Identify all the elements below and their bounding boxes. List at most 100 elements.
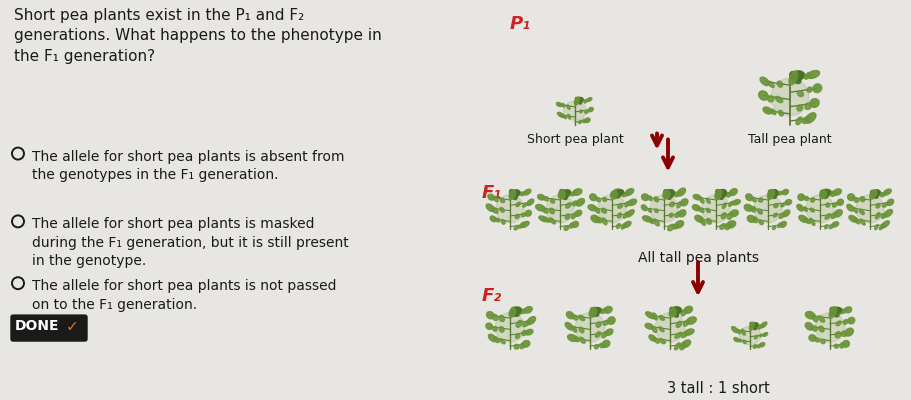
Ellipse shape	[805, 312, 815, 319]
Ellipse shape	[879, 224, 885, 230]
Ellipse shape	[752, 323, 758, 328]
Text: ✓: ✓	[66, 318, 78, 334]
Ellipse shape	[773, 192, 777, 196]
Ellipse shape	[677, 188, 685, 196]
Ellipse shape	[832, 222, 839, 227]
Ellipse shape	[557, 102, 562, 106]
Ellipse shape	[567, 105, 570, 109]
Ellipse shape	[807, 87, 813, 92]
Ellipse shape	[884, 189, 891, 195]
Ellipse shape	[876, 203, 880, 208]
Ellipse shape	[860, 219, 865, 225]
Ellipse shape	[732, 200, 741, 205]
Ellipse shape	[759, 220, 763, 225]
Ellipse shape	[797, 105, 803, 111]
Ellipse shape	[671, 307, 681, 314]
Ellipse shape	[566, 203, 571, 208]
Ellipse shape	[804, 72, 810, 79]
Ellipse shape	[589, 194, 597, 200]
Ellipse shape	[722, 213, 726, 219]
Ellipse shape	[841, 309, 845, 314]
Ellipse shape	[591, 307, 602, 313]
Ellipse shape	[523, 203, 527, 207]
Ellipse shape	[676, 321, 681, 328]
Ellipse shape	[835, 311, 839, 316]
Ellipse shape	[701, 218, 705, 225]
Ellipse shape	[570, 192, 576, 196]
Ellipse shape	[642, 216, 652, 222]
Ellipse shape	[875, 213, 880, 219]
Ellipse shape	[509, 190, 516, 200]
Ellipse shape	[750, 322, 756, 330]
Ellipse shape	[575, 97, 579, 105]
Ellipse shape	[523, 321, 530, 327]
Ellipse shape	[757, 344, 761, 348]
Ellipse shape	[760, 77, 769, 86]
Ellipse shape	[499, 327, 504, 332]
Ellipse shape	[486, 204, 495, 212]
Ellipse shape	[752, 197, 756, 202]
Ellipse shape	[729, 202, 733, 206]
Ellipse shape	[884, 210, 893, 217]
Ellipse shape	[681, 199, 688, 206]
Ellipse shape	[742, 340, 746, 344]
Ellipse shape	[670, 307, 679, 317]
Ellipse shape	[773, 213, 777, 217]
Ellipse shape	[804, 196, 808, 200]
Ellipse shape	[521, 213, 525, 217]
Ellipse shape	[589, 108, 593, 112]
Ellipse shape	[675, 221, 683, 228]
Ellipse shape	[613, 189, 623, 196]
Ellipse shape	[715, 190, 722, 200]
Ellipse shape	[809, 335, 816, 341]
Ellipse shape	[603, 320, 609, 325]
Ellipse shape	[746, 194, 752, 200]
Ellipse shape	[754, 195, 782, 223]
Ellipse shape	[796, 117, 802, 125]
Ellipse shape	[565, 214, 570, 219]
Ellipse shape	[859, 209, 865, 215]
Ellipse shape	[565, 322, 573, 330]
Ellipse shape	[668, 224, 674, 231]
Ellipse shape	[655, 313, 685, 342]
Ellipse shape	[785, 200, 792, 205]
Ellipse shape	[571, 214, 576, 219]
Ellipse shape	[650, 218, 653, 224]
Ellipse shape	[660, 316, 664, 320]
Ellipse shape	[525, 210, 531, 216]
Ellipse shape	[759, 198, 763, 202]
Text: Short pea plants exist in the P₁ and F₂
generations. What happens to the phenoty: Short pea plants exist in the P₁ and F₂ …	[14, 8, 382, 64]
Ellipse shape	[734, 338, 739, 342]
Ellipse shape	[568, 334, 578, 342]
Ellipse shape	[628, 199, 637, 206]
Ellipse shape	[527, 199, 534, 206]
Ellipse shape	[565, 192, 570, 198]
Ellipse shape	[706, 208, 711, 212]
Ellipse shape	[700, 198, 704, 203]
Ellipse shape	[683, 321, 689, 326]
Ellipse shape	[824, 193, 829, 198]
Ellipse shape	[488, 194, 495, 200]
Ellipse shape	[790, 72, 801, 84]
Ellipse shape	[768, 190, 776, 198]
Ellipse shape	[496, 313, 525, 342]
Ellipse shape	[486, 312, 494, 319]
Ellipse shape	[544, 196, 548, 201]
Text: The allele for short pea plants is absent from
the genotypes in the F₁ generatio: The allele for short pea plants is absen…	[32, 150, 344, 182]
Ellipse shape	[617, 191, 622, 198]
Ellipse shape	[754, 335, 758, 339]
Ellipse shape	[751, 322, 759, 327]
Ellipse shape	[699, 207, 704, 212]
Ellipse shape	[737, 329, 741, 334]
Ellipse shape	[883, 203, 887, 207]
Ellipse shape	[486, 323, 493, 330]
Ellipse shape	[515, 310, 520, 316]
Text: Short pea plant: Short pea plant	[527, 133, 623, 146]
Ellipse shape	[825, 214, 831, 219]
Ellipse shape	[516, 334, 520, 338]
Ellipse shape	[855, 198, 858, 202]
Ellipse shape	[887, 199, 894, 206]
Ellipse shape	[793, 71, 804, 80]
Ellipse shape	[514, 226, 519, 230]
Ellipse shape	[521, 222, 529, 227]
